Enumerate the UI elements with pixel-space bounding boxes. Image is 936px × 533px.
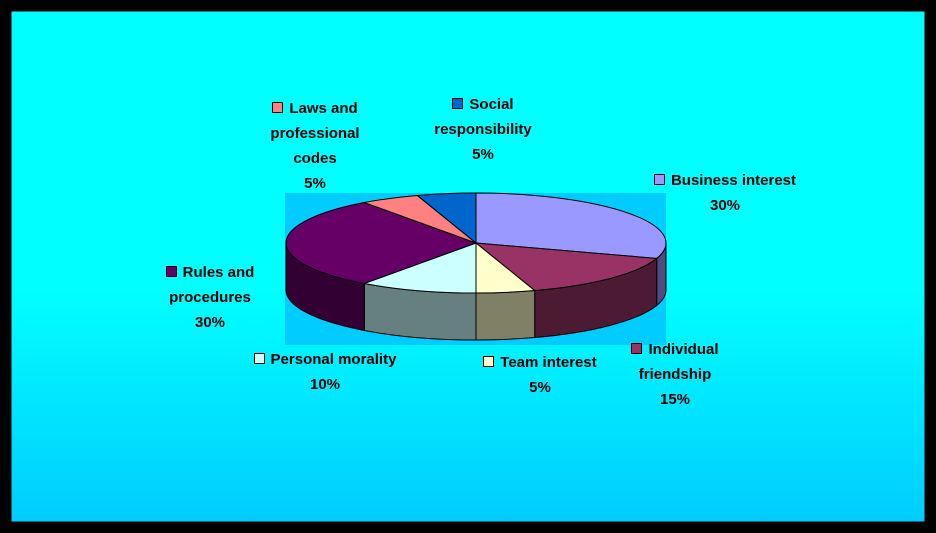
slice — [362, 242, 477, 294]
label-value: 10% — [309, 376, 341, 393]
legend-swatch — [272, 102, 284, 113]
pie — [285, 192, 667, 341]
label-name: Laws and professional codes — [270, 100, 360, 167]
label-name: Business interest — [670, 172, 797, 189]
label-name: Social responsibility — [434, 96, 532, 138]
slice — [285, 202, 478, 284]
legend-swatch — [452, 98, 464, 109]
legend-swatch — [631, 343, 643, 354]
label-value: 5% — [472, 146, 494, 163]
label-value: 30% — [194, 314, 226, 331]
label-value: 15% — [659, 391, 691, 408]
legend-swatch — [253, 353, 265, 364]
data-label: Individual friendship 15% — [615, 337, 735, 412]
data-label: Social responsibility 5% — [408, 92, 558, 167]
label-value: 5% — [304, 175, 326, 192]
data-label: Laws and professional codes 5% — [255, 96, 375, 196]
slice — [474, 242, 658, 292]
slice — [475, 192, 667, 259]
data-label: Business interest 30% — [635, 168, 815, 218]
data-label: Rules and procedures 30% — [150, 260, 270, 335]
legend-swatch — [653, 174, 665, 185]
legend-swatch — [483, 356, 495, 367]
label-name: Individual friendship — [638, 341, 719, 383]
label-name: Rules and procedures — [169, 264, 255, 306]
data-label: Personal morality 10% — [235, 347, 415, 397]
label-name: Team interest — [500, 354, 597, 371]
label-value: 30% — [709, 197, 741, 214]
label-value: 5% — [529, 379, 551, 396]
data-label: Team interest 5% — [465, 350, 615, 400]
slice-side — [475, 290, 536, 341]
slice — [416, 192, 477, 245]
legend-swatch — [165, 266, 177, 277]
label-name: Personal morality — [270, 351, 397, 368]
